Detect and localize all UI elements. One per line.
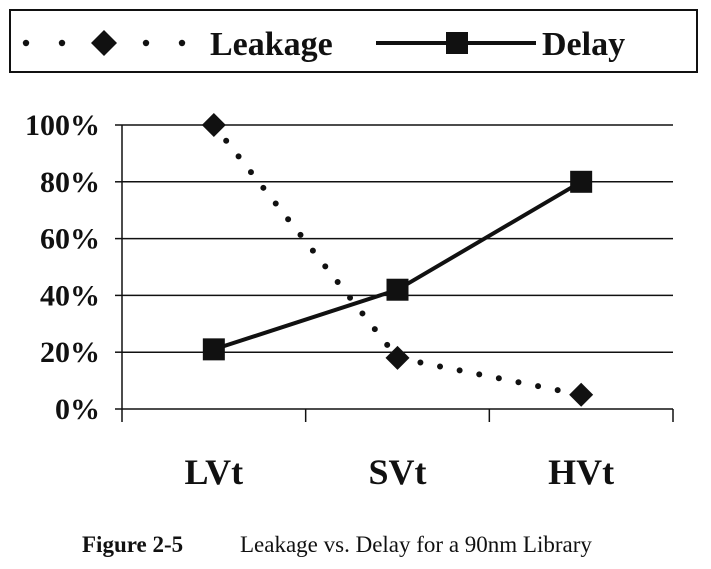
data-point-delay	[386, 278, 409, 301]
y-tick-label: 100%	[25, 109, 100, 142]
figure-caption: Figure 2-5 Leakage vs. Delay for a 90nm …	[82, 532, 592, 557]
legend-delay-marker	[446, 32, 468, 54]
legend: Leakage Delay	[9, 9, 698, 73]
y-tick-label: 80%	[40, 166, 100, 199]
legend-dot	[142, 39, 150, 47]
data-point-delay	[570, 170, 593, 193]
axes	[115, 124, 674, 422]
legend-delay-key	[376, 32, 536, 54]
x-tick-label: LVt	[184, 452, 243, 492]
legend-leakage-label: Leakage	[210, 26, 333, 63]
data-point-leakage	[385, 345, 410, 370]
y-tick-labels: 0% 20% 40% 60% 80% 100%	[25, 109, 100, 426]
series-line-leakage	[210, 122, 585, 398]
x-tick-label: SVt	[368, 452, 426, 492]
legend-box	[9, 9, 698, 73]
legend-dot	[178, 39, 186, 47]
x-tick-labels: LVt SVt HVt	[184, 452, 614, 492]
caption-text: Leakage vs. Delay for a 90nm Library	[240, 532, 592, 557]
legend-leakage-marker	[91, 30, 117, 56]
legend-delay-label: Delay	[542, 26, 625, 63]
data-point-leakage	[569, 382, 594, 407]
gridlines	[122, 124, 673, 353]
caption-label: Figure 2-5	[82, 532, 183, 557]
legend-dot	[22, 39, 30, 47]
series-line-delay	[213, 180, 583, 352]
y-tick-label: 0%	[55, 393, 100, 426]
y-tick-label: 40%	[40, 279, 100, 312]
data-point-delay	[202, 338, 225, 361]
series-layer	[201, 113, 594, 407]
legend-dot	[58, 39, 66, 47]
y-tick-label: 20%	[40, 336, 100, 369]
y-tick-label: 60%	[40, 223, 100, 256]
x-tick-label: HVt	[548, 452, 614, 492]
legend-leakage-key	[22, 30, 186, 56]
data-point-leakage	[201, 113, 226, 137]
